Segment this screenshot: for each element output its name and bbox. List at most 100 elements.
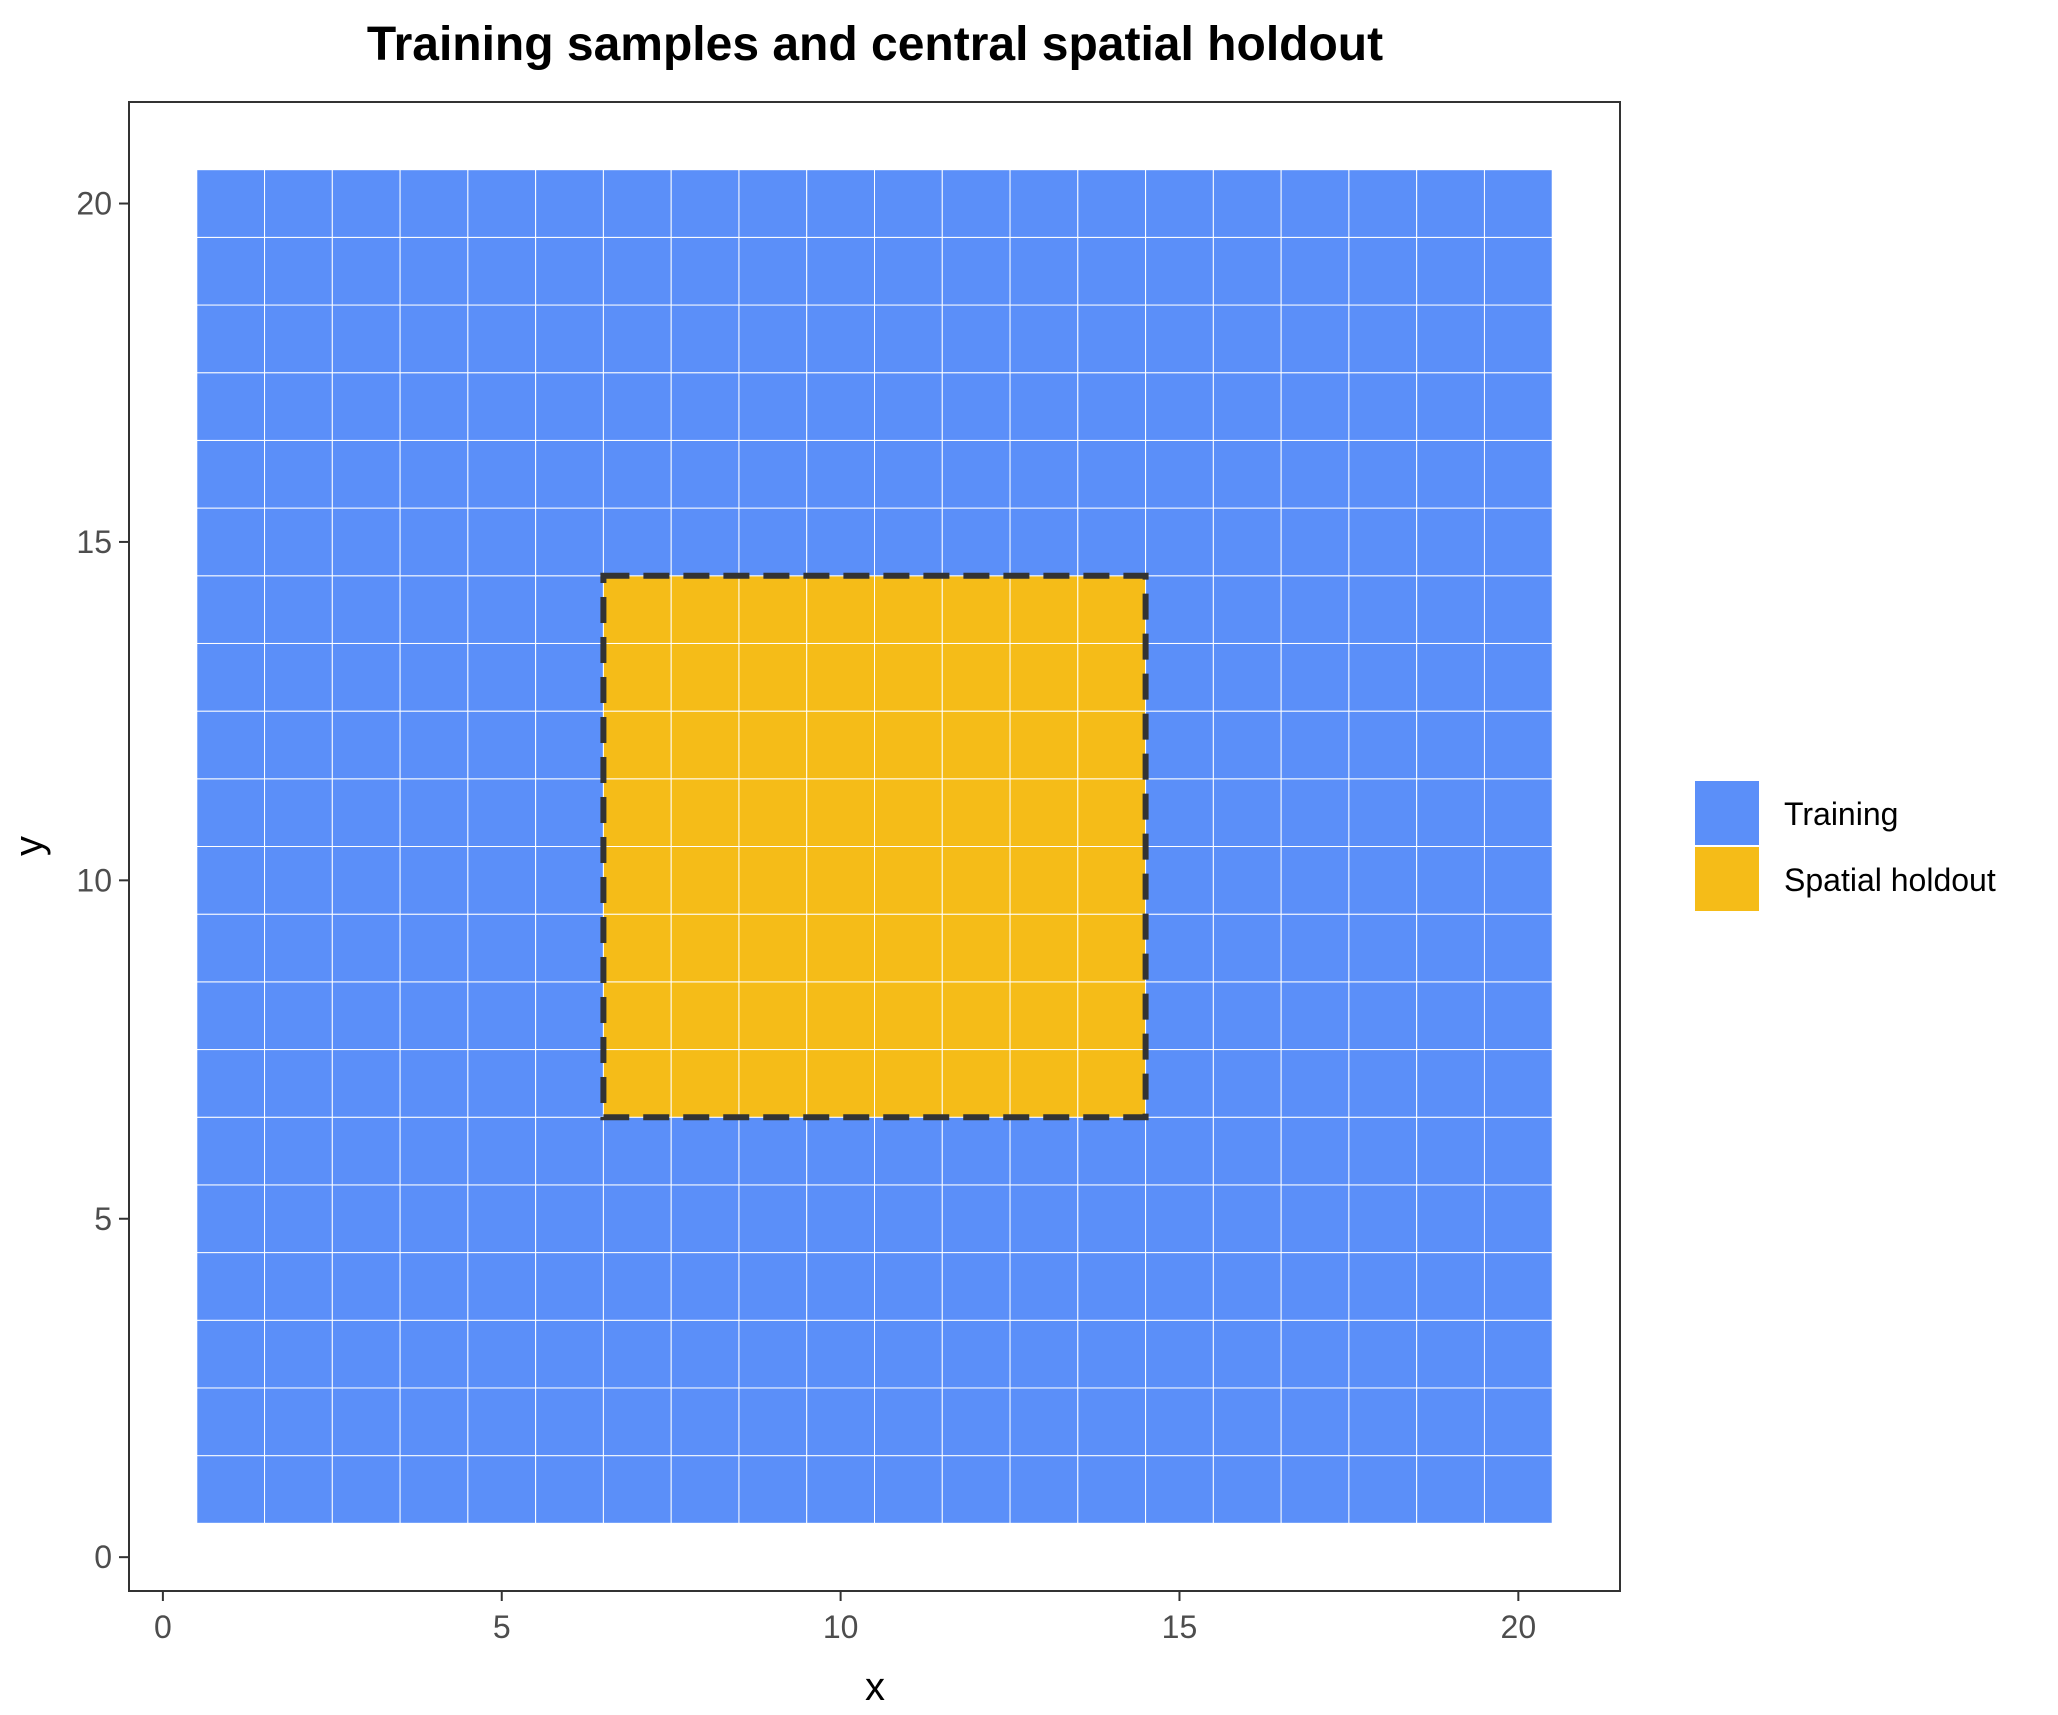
training-tile (941, 169, 1011, 238)
training-tile (1348, 1455, 1418, 1524)
training-tile (467, 981, 537, 1051)
training-tile (1348, 981, 1418, 1051)
holdout-tile (670, 913, 740, 983)
training-tile (1009, 507, 1079, 577)
training-tile (602, 439, 672, 509)
training-tile (196, 507, 266, 577)
training-tile (196, 913, 266, 983)
training-tile (806, 304, 876, 374)
training-tile (1145, 1049, 1214, 1118)
holdout-tile (1077, 1049, 1147, 1118)
training-tile (1077, 1387, 1147, 1457)
training-tile (467, 1116, 537, 1186)
training-tile (1145, 846, 1214, 915)
training-tile (1348, 575, 1418, 644)
training-tile (941, 507, 1011, 577)
training-tile (1009, 1319, 1079, 1389)
training-tile (399, 1387, 469, 1457)
holdout-tile (874, 981, 943, 1051)
training-tile (1077, 1184, 1147, 1254)
training-tile (1077, 439, 1147, 509)
training-tile (1009, 304, 1079, 374)
training-tile (196, 1049, 266, 1118)
training-tile (738, 1319, 808, 1389)
holdout-tile (738, 913, 808, 983)
training-tile (1483, 1455, 1553, 1524)
training-tile (941, 1387, 1011, 1457)
training-tile (1280, 372, 1350, 441)
training-tile (1280, 642, 1350, 712)
training-tile (1416, 1049, 1485, 1118)
training-tile (806, 169, 876, 238)
training-tile (1416, 304, 1485, 374)
training-tile (1348, 372, 1418, 441)
training-tile (1348, 1252, 1418, 1321)
training-tile (1483, 981, 1553, 1051)
training-tile (1348, 913, 1418, 983)
training-tile (874, 372, 943, 441)
training-tile (941, 439, 1011, 509)
training-tile (535, 1116, 604, 1186)
training-tile (1416, 642, 1485, 712)
holdout-tile (738, 710, 808, 780)
training-tile (670, 304, 740, 374)
training-tile (1348, 1387, 1418, 1457)
holdout-tile (941, 981, 1011, 1051)
training-tile (806, 1319, 876, 1389)
training-tile (1483, 846, 1553, 915)
training-tile (1348, 304, 1418, 374)
training-tile (399, 1049, 469, 1118)
holdout-tile (874, 710, 943, 780)
training-tile (467, 439, 537, 509)
y-tick-label: 10 (76, 862, 112, 898)
legend-label: Spatial holdout (1784, 862, 1996, 898)
training-tile (264, 575, 333, 644)
training-tile (196, 778, 266, 847)
training-tile (196, 169, 266, 238)
training-tile (806, 1455, 876, 1524)
training-tile (941, 1184, 1011, 1254)
training-tile (1348, 169, 1418, 238)
training-tile (331, 1319, 401, 1389)
training-tile (738, 372, 808, 441)
training-tile (1416, 710, 1485, 780)
training-tile (874, 169, 943, 238)
training-tile (1416, 1387, 1485, 1457)
x-tick-label: 15 (1162, 1609, 1198, 1645)
training-tile (1280, 236, 1350, 306)
training-tile (1348, 642, 1418, 712)
training-tile (1483, 1184, 1553, 1254)
panel-border (128, 101, 1621, 1592)
training-tile (1280, 913, 1350, 983)
training-tile (1212, 236, 1282, 306)
y-tick-label: 20 (76, 186, 112, 222)
x-axis-label: x (865, 1665, 885, 1709)
training-tile (399, 846, 469, 915)
training-tile (602, 236, 672, 306)
training-tile (738, 439, 808, 509)
holdout-tile (806, 778, 876, 847)
training-tile (467, 846, 537, 915)
training-tile (874, 507, 943, 577)
training-tile (670, 169, 740, 238)
training-tile (399, 1252, 469, 1321)
training-tile (535, 1184, 604, 1254)
holdout-tile (1009, 846, 1079, 915)
training-tile (467, 778, 537, 847)
training-tile (1348, 778, 1418, 847)
holdout-tile (874, 913, 943, 983)
holdout-tile (602, 981, 672, 1051)
training-tile (1416, 236, 1485, 306)
training-tile (467, 372, 537, 441)
training-tile (1416, 913, 1485, 983)
training-tile (1009, 1455, 1079, 1524)
training-tile (467, 710, 537, 780)
training-tile (196, 304, 266, 374)
training-tile (1416, 778, 1485, 847)
training-tile (1280, 1387, 1350, 1457)
training-tile (535, 710, 604, 780)
holdout-tile (941, 846, 1011, 915)
training-tile (1348, 1184, 1418, 1254)
training-tile (535, 1455, 604, 1524)
training-tile (467, 1319, 537, 1389)
